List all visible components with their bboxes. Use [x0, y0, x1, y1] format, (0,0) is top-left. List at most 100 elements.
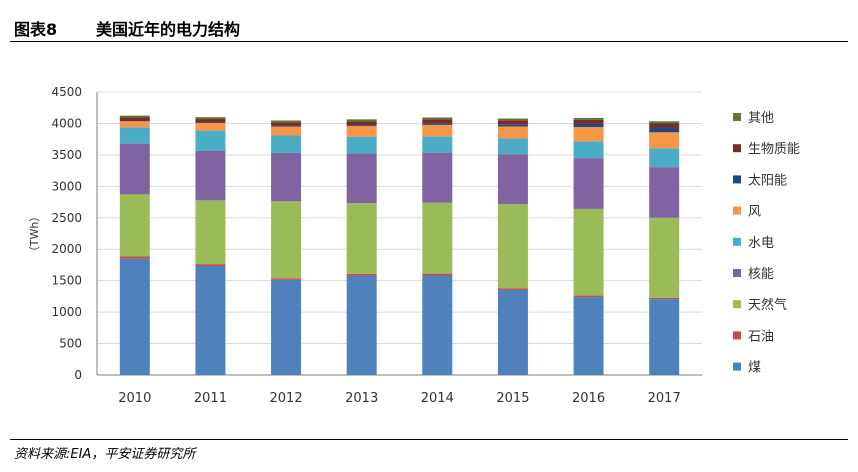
bar-segment	[649, 148, 680, 168]
bar-segment	[649, 217, 680, 298]
bar-segment	[497, 138, 528, 155]
y-tick-label: 4500	[51, 85, 82, 99]
figure-title: 美国近年的电力结构	[96, 20, 241, 39]
x-tick-label: 2017	[648, 391, 681, 406]
bar-segment	[497, 289, 528, 375]
legend-swatch	[733, 237, 741, 246]
bar-segment	[271, 278, 302, 280]
bar-segment	[119, 117, 150, 122]
bar-segment	[346, 125, 377, 127]
legend-label: 其他	[748, 111, 774, 126]
bar-segment	[195, 264, 226, 267]
bar-segment	[271, 120, 302, 123]
legend-swatch	[733, 175, 741, 184]
bar-segment	[573, 297, 604, 375]
bar-segment	[422, 123, 453, 125]
bar-segment	[573, 158, 604, 209]
x-tick-label: 2011	[194, 391, 227, 406]
y-tick-label: 0	[74, 368, 82, 382]
bar-segment	[497, 126, 528, 139]
bar-segment	[271, 135, 302, 153]
bar-segment	[497, 288, 528, 290]
bar-segment	[573, 141, 604, 159]
bar-segment	[346, 126, 377, 137]
bar-segment	[195, 150, 226, 201]
bar-segment	[346, 136, 377, 154]
bar-segment	[271, 152, 302, 202]
bar-segment	[649, 121, 680, 124]
y-tick-label: 3500	[51, 148, 82, 162]
bar-segment	[195, 266, 226, 375]
bar-segment	[119, 258, 150, 375]
bar-segment	[422, 124, 453, 137]
bar-segment	[119, 143, 150, 195]
legend-swatch	[733, 113, 741, 121]
legend-label: 水电	[748, 236, 774, 251]
legend-swatch	[733, 300, 741, 309]
bar-segment	[271, 201, 302, 279]
bar-segment	[346, 119, 377, 122]
bar-segment	[119, 256, 150, 259]
bar-segment	[573, 123, 604, 128]
bar-segment	[422, 275, 453, 375]
bar-segment	[195, 123, 226, 131]
legend-label: 天然气	[748, 297, 787, 313]
legend-label: 风	[748, 205, 761, 220]
bar-segment	[271, 126, 302, 136]
x-tick-label: 2016	[572, 391, 605, 406]
legend-label: 煤	[748, 361, 761, 376]
figure-header: 图表8 美国近年的电力结构	[14, 16, 240, 40]
legend-swatch	[733, 331, 741, 340]
bar-segment	[195, 200, 226, 265]
legend-label: 太阳能	[748, 173, 787, 188]
bar-segment	[346, 275, 377, 375]
legend-swatch	[733, 144, 741, 153]
bar-segment	[422, 273, 453, 276]
y-tick-label: 2000	[51, 242, 82, 256]
x-tick-label: 2013	[345, 391, 378, 406]
legend-label: 石油	[748, 329, 774, 344]
x-tick-label: 2010	[118, 391, 151, 406]
bar-segment	[195, 117, 226, 120]
bar-segment	[573, 117, 604, 120]
legend-swatch	[733, 269, 741, 277]
y-tick-label: 1500	[51, 274, 82, 288]
bar-segment	[422, 152, 453, 203]
bar-segment	[573, 295, 604, 298]
bar-segment	[119, 194, 150, 257]
x-tick-label: 2014	[421, 391, 454, 406]
bar-segment	[346, 273, 377, 276]
bar-segment	[422, 119, 453, 124]
bar-segment	[497, 120, 528, 125]
bar-segment	[119, 127, 150, 144]
bar-segment	[649, 167, 680, 218]
bar-segment	[422, 136, 453, 153]
bar-segment	[119, 121, 150, 128]
legend-label: 生物质能	[748, 142, 800, 157]
bar-segment	[497, 154, 528, 205]
bar-segment	[649, 297, 680, 300]
figure-label: 图表8	[14, 20, 58, 39]
bar-segment	[271, 279, 302, 375]
bar-segment	[573, 208, 604, 296]
y-axis-label: （TWh）	[28, 211, 41, 258]
y-tick-label: 500	[59, 337, 82, 351]
bar-segment	[346, 121, 377, 126]
bar-segment	[573, 127, 604, 142]
x-tick-label: 2012	[270, 391, 303, 406]
bar-segment	[422, 202, 453, 274]
bar-segment	[497, 204, 528, 289]
bar-segment	[497, 124, 528, 127]
bar-segment	[573, 119, 604, 124]
y-tick-label: 4000	[51, 116, 82, 130]
bar-segment	[119, 115, 150, 118]
bar-segment	[195, 130, 226, 151]
source-note: 资料来源:EIA，平安证券研究所	[14, 447, 196, 462]
legend-swatch	[733, 206, 741, 215]
y-tick-label: 3000	[51, 179, 82, 193]
bar-segment	[346, 203, 377, 274]
bar-segment	[346, 153, 377, 204]
bar-segment	[422, 117, 453, 120]
header-rule	[10, 41, 848, 42]
